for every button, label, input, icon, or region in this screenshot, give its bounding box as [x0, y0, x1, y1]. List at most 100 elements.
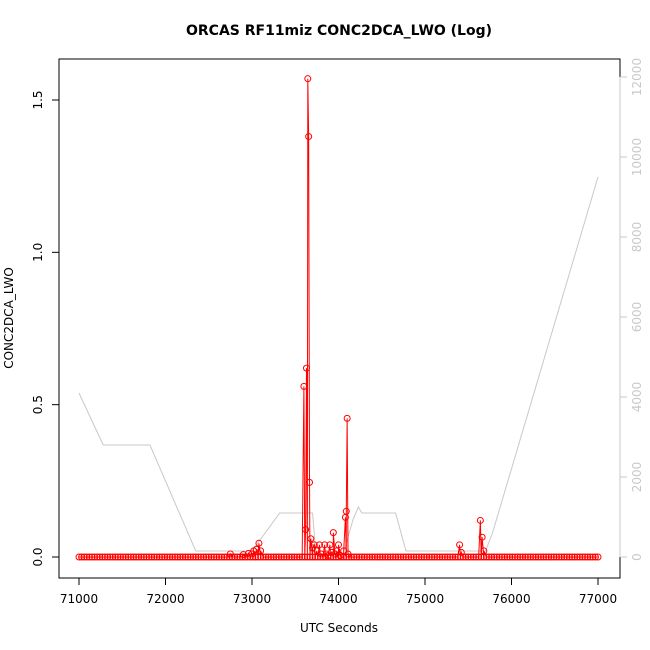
data-point	[355, 553, 363, 561]
y2-tick-label: 12000	[630, 58, 644, 96]
y-tick-label: 1.0	[31, 243, 45, 262]
left-axis-series-line	[79, 78, 598, 559]
data-point	[176, 553, 184, 561]
data-point	[527, 553, 535, 561]
data-point	[454, 553, 462, 561]
data-point	[132, 553, 140, 561]
data-point	[80, 553, 88, 561]
data-point	[565, 553, 573, 561]
x-tick-label: 74000	[319, 592, 357, 606]
data-point	[550, 553, 558, 561]
data-point	[547, 553, 555, 561]
left-axis-series-layer	[75, 75, 602, 561]
data-point	[485, 553, 493, 561]
data-point	[415, 553, 423, 561]
data-point	[449, 553, 457, 561]
data-point	[335, 553, 342, 561]
data-point	[428, 553, 436, 561]
data-point	[210, 553, 218, 561]
data-point	[220, 553, 228, 561]
data-point	[288, 553, 296, 561]
data-point	[135, 553, 143, 561]
data-point	[241, 553, 249, 561]
data-point	[493, 553, 501, 561]
data-point	[366, 553, 374, 561]
data-point	[161, 553, 169, 561]
data-point	[114, 553, 122, 561]
data-point	[438, 553, 446, 561]
data-point	[475, 553, 483, 561]
data-point	[584, 553, 592, 561]
data-point	[399, 553, 407, 561]
data-point	[91, 553, 99, 561]
data-point	[376, 553, 384, 561]
data-point	[166, 553, 174, 561]
data-point	[368, 553, 376, 561]
y-tick-label: 1.5	[31, 90, 45, 109]
data-point	[101, 553, 109, 561]
data-point	[236, 553, 244, 561]
right-axis-series-layer	[78, 176, 599, 556]
data-point	[480, 547, 488, 555]
data-point	[462, 553, 470, 561]
data-point	[524, 553, 532, 561]
data-point	[402, 553, 410, 561]
data-point	[306, 478, 314, 486]
data-point	[589, 553, 597, 561]
data-point	[304, 75, 312, 83]
data-point	[469, 553, 477, 561]
data-point	[270, 553, 278, 561]
plot-area-border	[58, 58, 621, 579]
data-point	[298, 553, 306, 561]
data-point	[573, 553, 581, 561]
data-point	[363, 553, 371, 561]
data-point	[456, 541, 464, 549]
data-point	[571, 553, 579, 561]
x-tick-label: 71000	[60, 592, 98, 606]
data-point	[358, 553, 366, 561]
data-point	[306, 553, 314, 561]
y2-axis: 0 2000 4000 6000 8000 10000 12000	[619, 58, 644, 561]
data-point	[537, 553, 545, 561]
data-point	[407, 553, 415, 561]
y-tick-label: 0.0	[31, 547, 45, 566]
x-tick-label: 75000	[406, 592, 444, 606]
data-point	[302, 526, 310, 534]
data-point	[333, 547, 341, 555]
data-point	[171, 553, 179, 561]
data-point	[311, 553, 319, 561]
data-point	[501, 553, 509, 561]
data-point	[353, 553, 361, 561]
data-point	[218, 553, 226, 561]
data-point	[78, 553, 86, 561]
data-point	[315, 541, 323, 549]
data-point	[514, 553, 522, 561]
data-point	[443, 553, 451, 561]
data-point	[436, 553, 444, 561]
data-point	[302, 364, 310, 372]
data-point	[360, 553, 368, 561]
data-point	[252, 545, 260, 553]
data-point	[83, 553, 91, 561]
data-point	[296, 553, 304, 561]
data-point	[412, 553, 420, 561]
data-point	[106, 553, 114, 561]
data-point	[104, 553, 112, 561]
data-point	[459, 553, 467, 561]
data-point	[228, 553, 236, 561]
x-tick-label: 72000	[146, 592, 184, 606]
data-point	[371, 553, 379, 561]
data-point	[457, 548, 465, 556]
y2-tick-label: 8000	[630, 222, 644, 253]
data-point	[88, 553, 96, 561]
data-point	[184, 553, 192, 561]
data-point	[394, 553, 402, 561]
data-point	[158, 553, 166, 561]
x-axis: 71000 72000 73000 74000 75000 76000 77000	[60, 577, 617, 606]
data-point	[75, 553, 83, 561]
data-point	[386, 553, 394, 561]
data-point	[511, 553, 519, 561]
y2-tick-label: 4000	[630, 382, 644, 413]
data-point	[137, 553, 145, 561]
